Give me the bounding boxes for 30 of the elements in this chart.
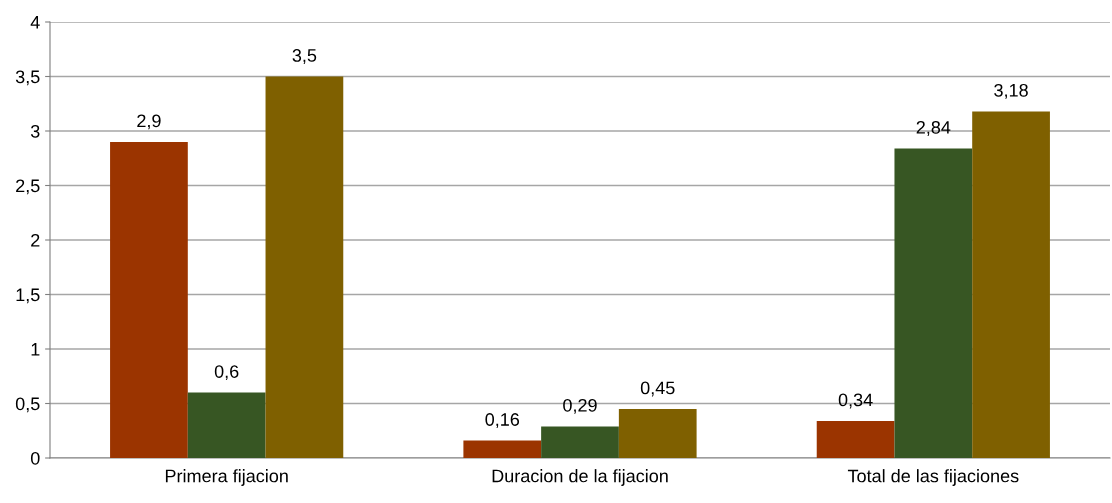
data-label: 2,9 [137,114,161,130]
data-label: 3,5 [292,49,317,64]
data-label: 0,6 [214,365,239,381]
y-tick-label: 1,5 [16,288,40,304]
y-tick-label: 3 [30,124,40,138]
y-tick-label: 0 [30,451,40,465]
y-tick-label: 0,5 [15,397,40,413]
data-label: 0,34 [838,393,873,409]
y-tick-label: 4 [30,16,40,29]
bar [110,141,188,458]
bar [972,111,1050,458]
x-tick-label: Duracion de la fijacion [492,469,668,486]
data-label: 0,16 [485,413,520,429]
bar [187,392,266,458]
bar [816,420,895,458]
y-tick-label: 2 [31,233,40,247]
y-tick-label: 2,5 [16,179,40,195]
data-label: 0,45 [640,381,675,397]
y-tick-label: 3,5 [15,70,40,86]
bar [894,148,973,458]
data-label: 3,18 [994,83,1028,99]
x-tick-label: Primera fijacion [165,469,288,486]
data-label: 2,84 [916,120,951,136]
bar [618,408,697,458]
x-tick-label: Total de las fijaciones [847,469,1019,486]
y-tick-label: 1 [31,343,40,356]
bar [463,440,542,458]
bar [541,426,619,458]
bar [265,76,344,458]
data-label: 0,29 [563,398,597,414]
